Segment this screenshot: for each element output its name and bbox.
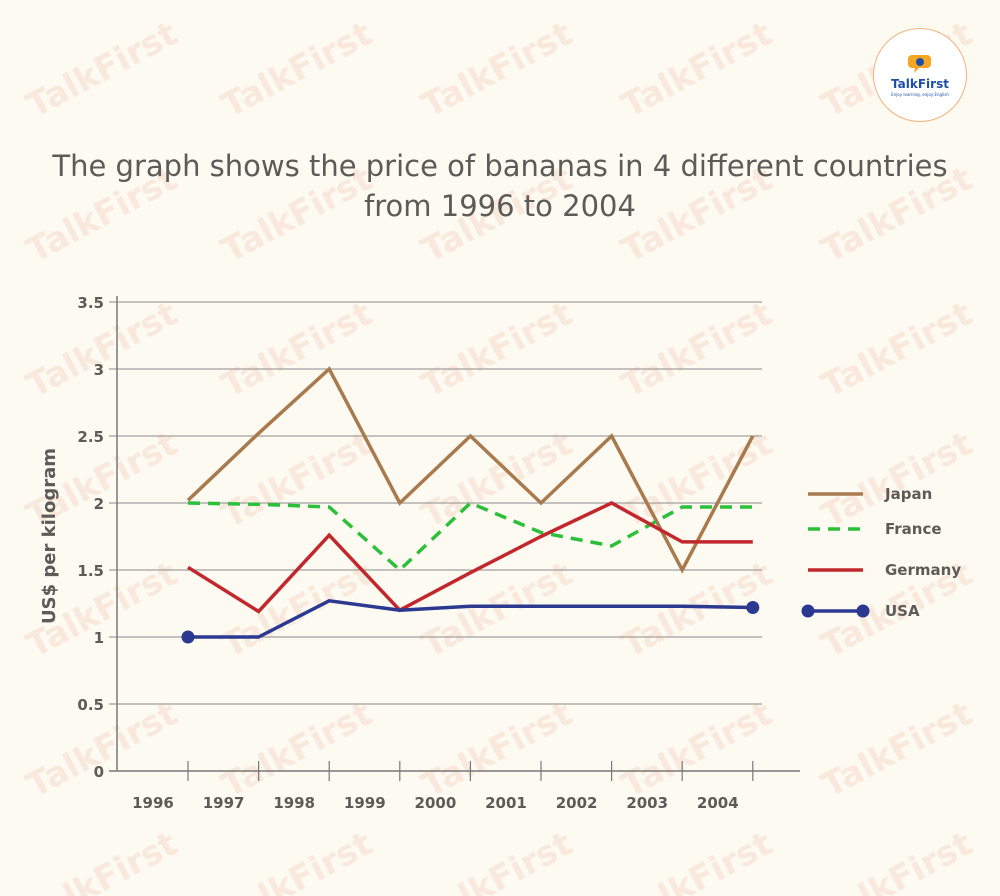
logo-name: TalkFirst (891, 77, 949, 91)
y-tick-label: 1.5 (77, 562, 104, 580)
speech-bubble-icon (908, 55, 931, 73)
x-tick-label: 2004 (697, 794, 739, 812)
x-tick-label: 1999 (344, 794, 386, 812)
x-tick-label: 1996 (132, 794, 174, 812)
y-tick-label: 1 (94, 629, 104, 647)
y-tick-label: 0.5 (77, 696, 104, 714)
y-tick-label: 0 (94, 763, 104, 781)
chart-title: The graph shows the price of bananas in … (40, 146, 960, 226)
usa-marker (181, 630, 195, 644)
y-tick-label: 3.5 (77, 294, 104, 312)
y-tick-label: 2 (94, 495, 104, 513)
x-tick-label: 2001 (485, 794, 527, 812)
legend-label-usa: USA (885, 602, 920, 620)
y-tick-label: 3 (94, 361, 104, 379)
usa-marker (746, 601, 760, 615)
chart-title-line-2: from 1996 to 2004 (364, 189, 636, 223)
legend-label-japan: Japan (884, 485, 932, 503)
series-line-france (187, 500, 753, 573)
x-tick-label: 2000 (415, 794, 457, 812)
legend-label-germany: Germany (885, 561, 961, 579)
chart-title-line-1: The graph shows the price of bananas in … (52, 149, 948, 183)
legend-marker (801, 604, 815, 618)
x-tick-label: 1998 (273, 794, 315, 812)
x-tick-label: 1997 (203, 794, 245, 812)
legend-marker (856, 604, 870, 618)
y-axis-label: US$ per kilogram (39, 448, 60, 624)
series-line-usa (188, 598, 753, 639)
x-tick-label: 2002 (556, 794, 598, 812)
x-tick-label: 2003 (626, 794, 668, 812)
series-line-japan (186, 366, 755, 574)
series-line-germany (187, 501, 753, 614)
logo-tagline: Enjoy learning, enjoy English (891, 92, 949, 97)
legend-label-france: France (885, 520, 942, 538)
talkfirst-logo: TalkFirst Enjoy learning, enjoy English (873, 28, 967, 122)
y-tick-label: 2.5 (77, 428, 104, 446)
